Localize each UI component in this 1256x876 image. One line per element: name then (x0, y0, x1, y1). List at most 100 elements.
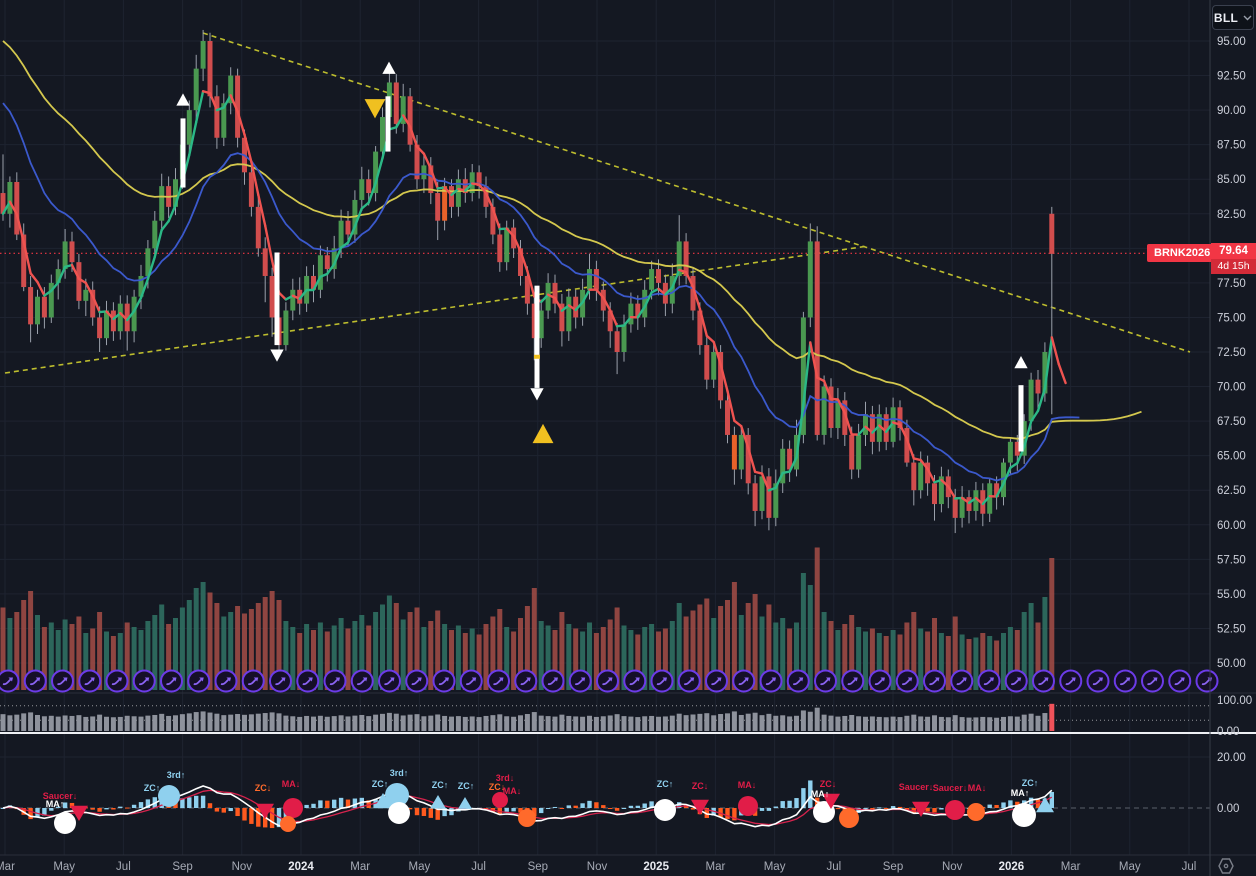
event-marker-icon[interactable] (1195, 669, 1219, 693)
event-marker-icon[interactable] (841, 669, 865, 693)
signal-label: ZC↑ (1022, 778, 1039, 788)
fast-bicolor-ma (650, 287, 660, 294)
event-marker-icon[interactable] (923, 669, 946, 693)
event-marker-icon[interactable] (623, 669, 647, 693)
event-marker-icon[interactable] (1032, 669, 1055, 693)
fast-bicolor-ma (1043, 336, 1054, 390)
event-marker-icon[interactable] (677, 669, 701, 693)
fast-bicolor-ma (167, 204, 177, 223)
event-marker-icon[interactable] (378, 669, 401, 693)
price-axis[interactable]: 95.0092.5090.0087.5085.0082.5080.0077.50… (1217, 36, 1252, 815)
event-marker-icon[interactable] (51, 669, 74, 693)
event-marker-icon[interactable] (596, 669, 619, 693)
fast-bicolor-ma (333, 246, 343, 266)
event-marker-icon[interactable] (105, 669, 129, 693)
fast-bicolor-ma (408, 125, 419, 148)
fast-bicolor-ma (125, 309, 136, 322)
time-axis[interactable]: Mar May Jul Sep Nov 2024 Mar May Jul Sep Nov 2025 Ma… (0, 861, 1196, 873)
fast-bicolor-ma (29, 272, 39, 284)
event-marker-icon[interactable] (1086, 669, 1110, 693)
event-marker-icon[interactable] (705, 669, 728, 693)
svg-text:70.00: 70.00 (1217, 382, 1246, 394)
forecast-markers (176, 61, 1028, 452)
fast-bicolor-ma (84, 281, 94, 298)
svg-text:52.50: 52.50 (1217, 623, 1246, 635)
event-marker-icon[interactable] (23, 669, 47, 693)
event-marker-icon[interactable] (459, 669, 483, 693)
fast-bicolor-ma (788, 456, 798, 473)
event-marker-icon[interactable] (296, 669, 320, 693)
event-marker-icon[interactable] (1004, 669, 1028, 693)
event-marker-icon[interactable] (323, 669, 347, 693)
fast-bicolor-ma (119, 311, 129, 322)
event-marker-icon[interactable] (487, 669, 510, 693)
svg-text:Jul: Jul (471, 861, 486, 873)
event-marker-icon[interactable] (241, 669, 265, 693)
fast-bicolor-ma (664, 286, 674, 296)
svg-text:May: May (764, 861, 786, 873)
signal-label: Saucer↓ (43, 791, 78, 801)
fast-bicolor-ma (8, 200, 18, 216)
event-marker-row[interactable] (0, 669, 1219, 693)
event-marker-icon[interactable] (405, 669, 429, 693)
event-marker-icon[interactable] (187, 669, 211, 693)
signal-label: 3rd↓ (496, 773, 515, 783)
hexagon-logo-icon[interactable] (1215, 858, 1237, 876)
event-marker-icon[interactable] (269, 669, 292, 693)
event-marker-icon[interactable] (214, 669, 238, 693)
event-marker-icon[interactable] (814, 669, 837, 693)
fast-bicolor-ma (346, 225, 357, 244)
event-marker-icon[interactable] (650, 669, 674, 693)
fast-bicolor-ma (415, 145, 426, 155)
fast-bicolor-ma (443, 186, 453, 197)
signal-label: 3rd↑ (390, 768, 409, 778)
fast-bicolor-ma (77, 277, 88, 285)
event-marker-icon[interactable] (350, 669, 374, 693)
fast-bicolor-ma (291, 294, 301, 300)
fast-bicolor-ma (91, 294, 101, 314)
event-marker-icon[interactable] (1113, 669, 1137, 693)
fast-bicolor-ma (809, 341, 819, 379)
fast-bicolor-ma (105, 310, 115, 321)
event-marker-icon[interactable] (568, 669, 592, 693)
fast-bicolor-ma (691, 285, 702, 311)
event-marker-icon[interactable] (541, 669, 565, 693)
signal-label: MA↑ (46, 799, 65, 809)
event-marker-icon[interactable] (895, 669, 919, 693)
svg-text:2024: 2024 (288, 861, 314, 873)
fast-bicolor-ma (505, 227, 515, 238)
signal-label: MA↓ (738, 780, 757, 790)
event-marker-icon[interactable] (977, 669, 1001, 693)
event-marker-icon[interactable] (1168, 669, 1192, 693)
signal-label: ZC↑ (144, 783, 161, 793)
fast-bicolor-ma (1009, 461, 1019, 469)
event-marker-icon[interactable] (950, 669, 974, 693)
event-marker-icon[interactable] (868, 669, 892, 693)
event-marker-icon[interactable] (0, 669, 20, 693)
fast-bicolor-ma (602, 296, 612, 312)
fast-bicolor-ma (43, 289, 53, 297)
svg-text:May: May (409, 861, 431, 873)
event-marker-icon[interactable] (1059, 669, 1083, 693)
fast-bicolor-ma (1022, 420, 1033, 449)
event-marker-icon[interactable] (160, 669, 183, 693)
event-marker-icon[interactable] (1141, 669, 1164, 693)
event-marker-icon[interactable] (732, 669, 756, 693)
signal-circle (388, 802, 410, 824)
signal-circle (839, 808, 859, 828)
symbol-selector-button[interactable]: BLL (1212, 5, 1254, 30)
event-marker-icon[interactable] (78, 669, 102, 693)
event-marker-icon[interactable] (132, 669, 156, 693)
fast-bicolor-ma (698, 307, 708, 338)
event-marker-icon[interactable] (759, 669, 783, 693)
fast-bicolor-ma (898, 423, 909, 441)
event-marker-icon[interactable] (786, 669, 810, 693)
fast-bicolor-ma (864, 425, 874, 434)
series-contract-flag[interactable]: BRNK2026 (1147, 244, 1218, 263)
svg-text:Sep: Sep (528, 861, 548, 873)
event-marker-icon[interactable] (432, 669, 456, 693)
fast-bicolor-ma (581, 288, 591, 304)
event-marker-icon[interactable] (514, 669, 538, 693)
